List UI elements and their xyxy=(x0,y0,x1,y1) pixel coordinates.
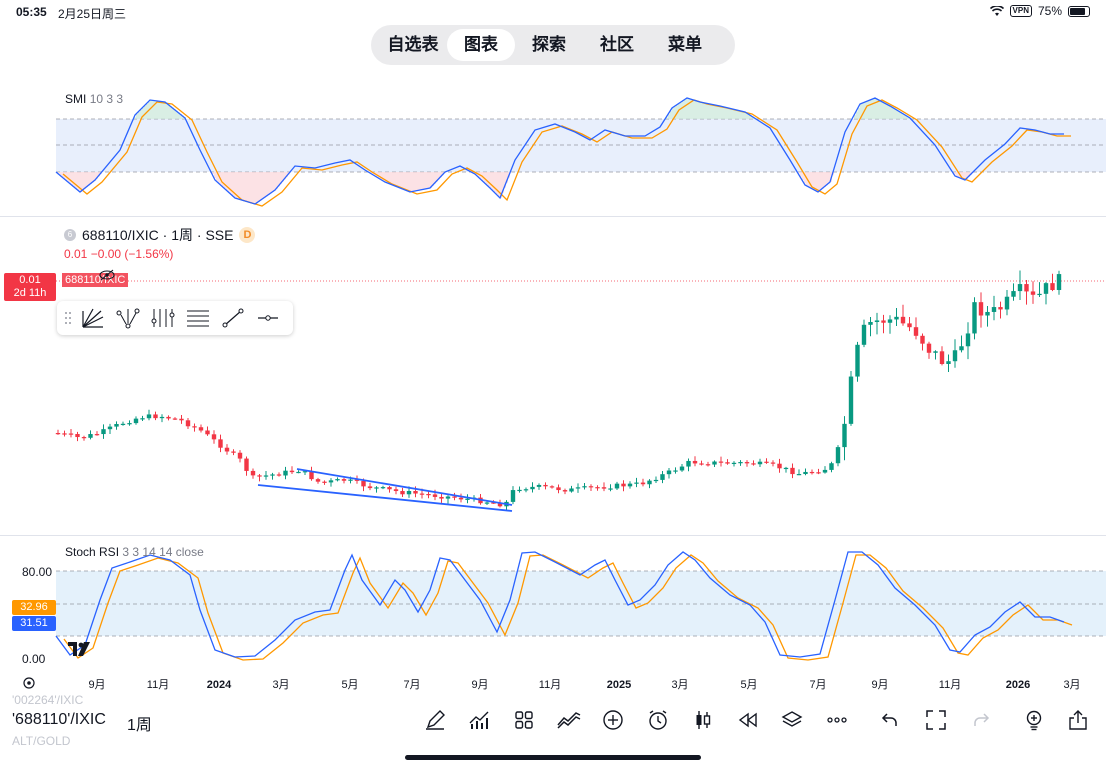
symbol-title: 688110/IXIC · 1周 · SSE xyxy=(82,227,234,243)
interval-button[interactable]: 1周 xyxy=(127,717,152,734)
time-axis-label: 5月 xyxy=(740,679,757,691)
candles-icon[interactable] xyxy=(691,708,715,732)
status-right: VPN 75% xyxy=(989,4,1090,18)
fib-tool[interactable] xyxy=(145,303,180,333)
drawing-toolbar xyxy=(57,301,293,335)
stoch-k-line xyxy=(55,551,1065,658)
stoch-divider[interactable] xyxy=(0,535,1106,536)
time-axis-label: 2026 xyxy=(1006,679,1030,691)
last-price-value: 0.01 xyxy=(19,274,41,286)
tab-chart[interactable]: 图表 xyxy=(447,29,515,61)
candles-layer xyxy=(55,270,1062,510)
chart-canvas[interactable]: 9月 11月 2024 3月 5月 7月 9月 11月 2025 3月 5月 7月 9月 11月 2026 3… xyxy=(0,0,1106,700)
more-icon[interactable] xyxy=(825,708,849,732)
parallel-lines-tool[interactable] xyxy=(180,303,215,333)
tab-menu[interactable]: 菜单 xyxy=(668,35,702,54)
vpn-badge: VPN xyxy=(1009,5,1032,17)
stoch-d-tag: 32.96 xyxy=(12,600,56,615)
time-axis-label: 3月 xyxy=(272,679,289,691)
drag-handle-icon[interactable] xyxy=(61,308,75,328)
indicators-icon[interactable] xyxy=(467,708,491,732)
tab-explore[interactable]: 探索 xyxy=(532,35,566,54)
main-nav: 自选表 图表 探索 社区 菜单 xyxy=(371,25,735,65)
bulb-icon[interactable] xyxy=(1022,708,1046,732)
time-axis-label: 5月 xyxy=(341,679,358,691)
time-axis-label: 9月 xyxy=(871,679,888,691)
smi-divider[interactable] xyxy=(0,216,1106,217)
pen-icon[interactable] xyxy=(423,708,447,732)
stoch-axis-bottom: 0.00 xyxy=(22,652,46,666)
channel-upper-line[interactable] xyxy=(296,468,513,506)
horizontal-ray-tool[interactable] xyxy=(250,303,285,333)
smi-line xyxy=(55,97,1064,205)
tradingview-logo[interactable] xyxy=(68,642,90,656)
tab-community[interactable]: 社区 xyxy=(600,35,634,54)
layouts-icon[interactable] xyxy=(512,708,536,732)
redo-icon[interactable] xyxy=(969,708,993,732)
status-bar: 05:35 2月25日周三 VPN 75% xyxy=(0,0,1106,24)
time-axis[interactable]: 9月 11月 2024 3月 5月 7月 9月 11月 2025 3月 5月 7月 9月 11月 2026 3… xyxy=(88,679,1080,691)
stoch-legend[interactable]: Stoch RSI 3 3 14 14 close xyxy=(65,545,204,559)
time-axis-label: 11月 xyxy=(939,679,961,691)
time-axis-label: 3月 xyxy=(671,679,688,691)
symbol-legend[interactable]: 6 688110/IXIC · 1周 · SSE D xyxy=(64,225,256,245)
last-price-tag: 0.01 2d 11h xyxy=(4,273,56,301)
wifi-icon xyxy=(989,5,1004,16)
smi-band xyxy=(56,119,1106,172)
stoch-d-line xyxy=(63,554,1073,661)
replay-icon[interactable] xyxy=(736,708,760,732)
smi-params: 10 3 3 xyxy=(89,92,124,106)
stoch-band xyxy=(56,571,1106,636)
time-axis-label: 11月 xyxy=(147,679,169,691)
time-axis-label: 7月 xyxy=(403,679,420,691)
delayed-badge[interactable]: D xyxy=(239,227,256,243)
stoch-k-tag: 31.51 xyxy=(12,616,56,631)
symbol-logo: 6 xyxy=(64,229,76,241)
tab-watchlist[interactable]: 自选表 xyxy=(387,35,439,54)
channel-lower-line[interactable] xyxy=(257,484,513,512)
chart-settings-icon[interactable] xyxy=(23,677,35,689)
hide-icon[interactable] xyxy=(98,268,116,282)
home-indicator[interactable] xyxy=(405,755,701,760)
smi-legend[interactable]: SMI 10 3 3 xyxy=(65,92,123,106)
time-axis-label: 9月 xyxy=(471,679,488,691)
trend-channel-tool[interactable] xyxy=(75,303,110,333)
pitchfork-tool[interactable] xyxy=(110,303,145,333)
undo-icon[interactable] xyxy=(878,708,902,732)
fullscreen-icon[interactable] xyxy=(924,708,948,732)
time-axis-label: 7月 xyxy=(809,679,826,691)
time-axis-label: 9月 xyxy=(88,679,105,691)
symbol-search-button[interactable]: '688110'/IXIC xyxy=(12,711,106,728)
bottom-toolbar: '002264'/IXIC '688110'/IXIC ALT/GOLD 1周 xyxy=(0,693,1106,748)
battery-percent: 75% xyxy=(1037,4,1062,18)
stoch-axis-top: 80.00 xyxy=(22,565,53,579)
battery-icon xyxy=(1068,5,1090,17)
time-axis-label: 2024 xyxy=(207,679,232,691)
compare-icon[interactable] xyxy=(557,708,581,732)
next-symbol-hint: ALT/GOLD xyxy=(12,734,71,748)
alert-icon[interactable] xyxy=(646,708,670,732)
stoch-name: Stoch RSI xyxy=(65,545,120,559)
status-date: 2月25日周三 xyxy=(58,7,127,21)
symbol-price-label: 688110/IXIC xyxy=(62,273,129,287)
bar-countdown: 2d 11h xyxy=(13,287,47,299)
status-time: 05:35 xyxy=(16,5,47,19)
time-axis-label: 3月 xyxy=(1063,679,1080,691)
share-icon[interactable] xyxy=(1066,708,1090,732)
layers-icon[interactable] xyxy=(780,708,804,732)
time-axis-label: 11月 xyxy=(539,679,561,691)
trend-line-tool[interactable] xyxy=(215,303,250,333)
add-icon[interactable] xyxy=(601,708,625,732)
prev-symbol-hint: '002264'/IXIC xyxy=(12,693,84,707)
price-change: 0.01 −0.00 (−1.56%) xyxy=(64,247,174,261)
time-axis-label: 2025 xyxy=(607,679,631,691)
smi-name: SMI xyxy=(65,92,87,106)
stoch-params: 3 3 14 14 close xyxy=(122,545,204,559)
smi-signal-line xyxy=(62,99,1071,207)
